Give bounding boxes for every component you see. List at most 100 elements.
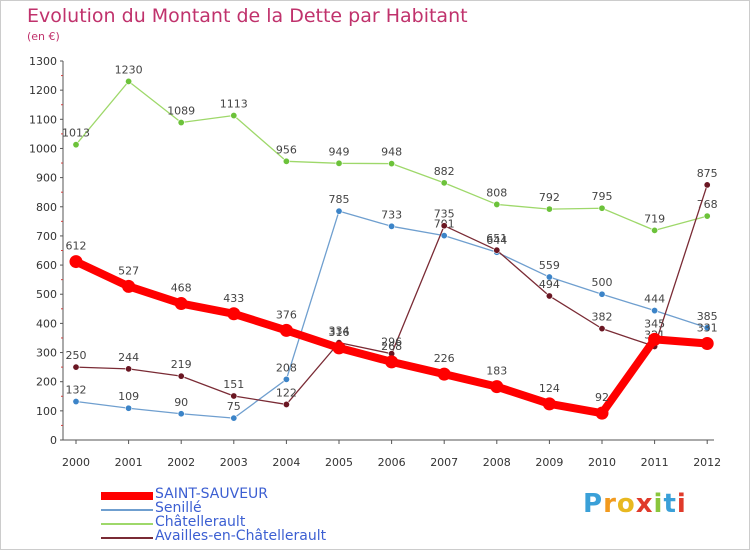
x-tick-label: 2001: [115, 456, 143, 469]
data-point: [493, 246, 501, 254]
data-label: 494: [539, 278, 560, 291]
data-label: 219: [171, 358, 192, 371]
data-label: 109: [118, 390, 139, 403]
data-label: 559: [539, 259, 560, 272]
data-point: [282, 400, 290, 408]
data-point: [125, 404, 133, 412]
data-point: [332, 341, 346, 355]
x-tick-label: 2006: [378, 456, 406, 469]
data-label: 612: [66, 240, 87, 253]
legend-label: Senillé: [155, 500, 202, 516]
y-tick-label: 1200: [29, 84, 57, 97]
data-point: [598, 290, 606, 298]
data-label: 376: [276, 308, 297, 321]
data-point: [542, 397, 556, 411]
y-tick-label: 500: [36, 288, 57, 301]
data-label: 949: [329, 145, 350, 158]
y-tick-label: 600: [36, 259, 57, 272]
data-label: 444: [644, 293, 665, 306]
data-label: 719: [644, 212, 665, 225]
data-label: 1089: [167, 105, 195, 118]
data-label: 331: [697, 322, 718, 335]
y-tick-label: 700: [36, 230, 57, 243]
data-point: [72, 398, 80, 406]
data-point: [385, 355, 399, 369]
data-point: [388, 160, 396, 168]
data-point: [493, 200, 501, 208]
logo-letter: t: [663, 489, 677, 519]
data-point: [69, 255, 83, 269]
data-label: 651: [486, 232, 507, 245]
data-point: [122, 279, 136, 293]
data-label: 1113: [220, 98, 248, 111]
logo-letter: r: [603, 489, 617, 519]
y-tick-label: 200: [36, 376, 57, 389]
data-point: [440, 232, 448, 240]
x-tick-label: 2008: [483, 456, 511, 469]
logo-letter: P: [583, 489, 604, 519]
x-tick-label: 2002: [167, 456, 195, 469]
y-tick-label: 1300: [29, 55, 57, 68]
data-point: [335, 207, 343, 215]
data-point: [598, 204, 606, 212]
x-tick-label: 2009: [535, 456, 563, 469]
data-point: [282, 375, 290, 383]
data-label: 527: [118, 264, 139, 277]
data-point: [440, 179, 448, 187]
y-tick-label: 400: [36, 317, 57, 330]
data-point: [177, 119, 185, 127]
data-label: 244: [118, 351, 139, 364]
data-label: 468: [171, 282, 192, 295]
logo-letter: i: [653, 489, 664, 519]
data-point: [177, 410, 185, 418]
y-tick-label: 100: [36, 405, 57, 418]
data-label: 250: [66, 349, 87, 362]
data-point: [598, 325, 606, 333]
legend-swatch: [101, 509, 153, 511]
data-point: [230, 112, 238, 120]
data-point: [335, 159, 343, 167]
legend-label: Availles-en-Châtellerault: [155, 528, 327, 544]
data-label: 124: [539, 382, 560, 395]
data-point: [703, 181, 711, 189]
data-label: 385: [697, 310, 718, 323]
data-point: [703, 324, 711, 332]
data-label: 500: [592, 276, 613, 289]
data-label: 875: [697, 167, 718, 180]
data-label: 785: [329, 193, 350, 206]
data-point: [72, 141, 80, 149]
data-point: [648, 332, 662, 346]
data-point: [177, 372, 185, 380]
data-point: [72, 363, 80, 371]
chart-title: Evolution du Montant de la Dette par Hab…: [27, 5, 468, 27]
legend-label: SAINT-SAUVEUR: [155, 486, 269, 502]
series-line: [75, 210, 708, 419]
y-tick-label: 900: [36, 172, 57, 185]
data-label: 733: [381, 208, 402, 221]
data-label: 808: [486, 186, 507, 199]
y-tick-label: 800: [36, 201, 57, 214]
data-label: 956: [276, 143, 297, 156]
data-point: [282, 157, 290, 165]
data-label: 644: [486, 234, 507, 247]
y-tick-label: 0: [50, 434, 57, 447]
x-tick-label: 2000: [62, 456, 90, 469]
data-point: [490, 380, 504, 394]
x-tick-label: 2005: [325, 456, 353, 469]
data-point: [651, 226, 659, 234]
data-label: 296: [381, 336, 402, 349]
data-label: 1230: [115, 63, 143, 76]
data-point: [227, 307, 241, 321]
data-point: [279, 323, 293, 337]
legend-swatch: [101, 492, 153, 500]
logo-letter: o: [616, 489, 636, 519]
data-point: [125, 77, 133, 85]
data-label: 151: [223, 378, 244, 391]
data-label: 382: [592, 311, 613, 324]
data-label: 433: [223, 292, 244, 305]
y-tick-label: 1100: [29, 113, 57, 126]
data-label: 345: [644, 317, 665, 330]
data-label: 882: [434, 165, 455, 178]
